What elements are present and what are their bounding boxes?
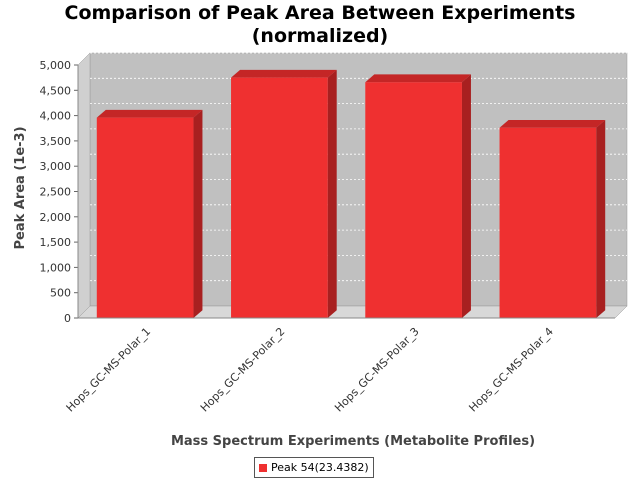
y-axis-label: Peak Area (1e-3)	[13, 126, 28, 249]
bar	[96, 117, 194, 319]
y-tick-label: 4,500	[40, 84, 72, 97]
bar-side	[327, 69, 337, 318]
x-tick-label: Hops_GC-MS-Polar_2	[198, 325, 288, 415]
bar	[499, 127, 597, 318]
y-tick-label: 3,500	[40, 135, 72, 148]
bar-side	[596, 119, 606, 318]
bar-top	[499, 119, 606, 128]
chart-title-line-2: (normalized)	[251, 25, 389, 47]
y-tick-label: 2,500	[40, 186, 72, 199]
bar-side	[193, 109, 203, 318]
y-tick-label: 2,000	[40, 211, 72, 224]
y-tick-label: 3,000	[40, 160, 72, 173]
x-tick-label: Hops_GC-MS-Polar_4	[466, 325, 556, 415]
x-tick-label: Hops_GC-MS-Polar_3	[332, 325, 422, 415]
y-tick-label: 0	[64, 312, 71, 325]
bar-top	[365, 74, 471, 83]
legend-label: Peak 54(23.4382)	[271, 461, 369, 474]
y-tick-label: 1,500	[40, 236, 72, 249]
y-tick-label: 5,000	[40, 59, 72, 72]
bar-top	[231, 69, 337, 78]
bar	[365, 82, 462, 318]
y-tick-label: 4,000	[40, 110, 72, 123]
y-tick-label: 1,000	[40, 261, 72, 274]
bars	[96, 69, 606, 319]
bar-top	[96, 109, 203, 118]
x-tick-label: Hops_GC-MS-Polar_1	[64, 325, 154, 415]
y-tick-label: 500	[50, 287, 71, 300]
bar	[231, 77, 328, 319]
x-axis-label: Mass Spectrum Experiments (Metabolite Pr…	[171, 434, 535, 449]
legend-swatch	[259, 463, 267, 472]
legend: Peak 54(23.4382)	[254, 457, 374, 478]
plot-left-wall	[77, 52, 91, 319]
chart-title-line-1: Comparison of Peak Area Between Experime…	[64, 2, 576, 24]
bar-side	[461, 74, 471, 319]
chart-title: Comparison of Peak Area Between Experime…	[0, 2, 640, 48]
